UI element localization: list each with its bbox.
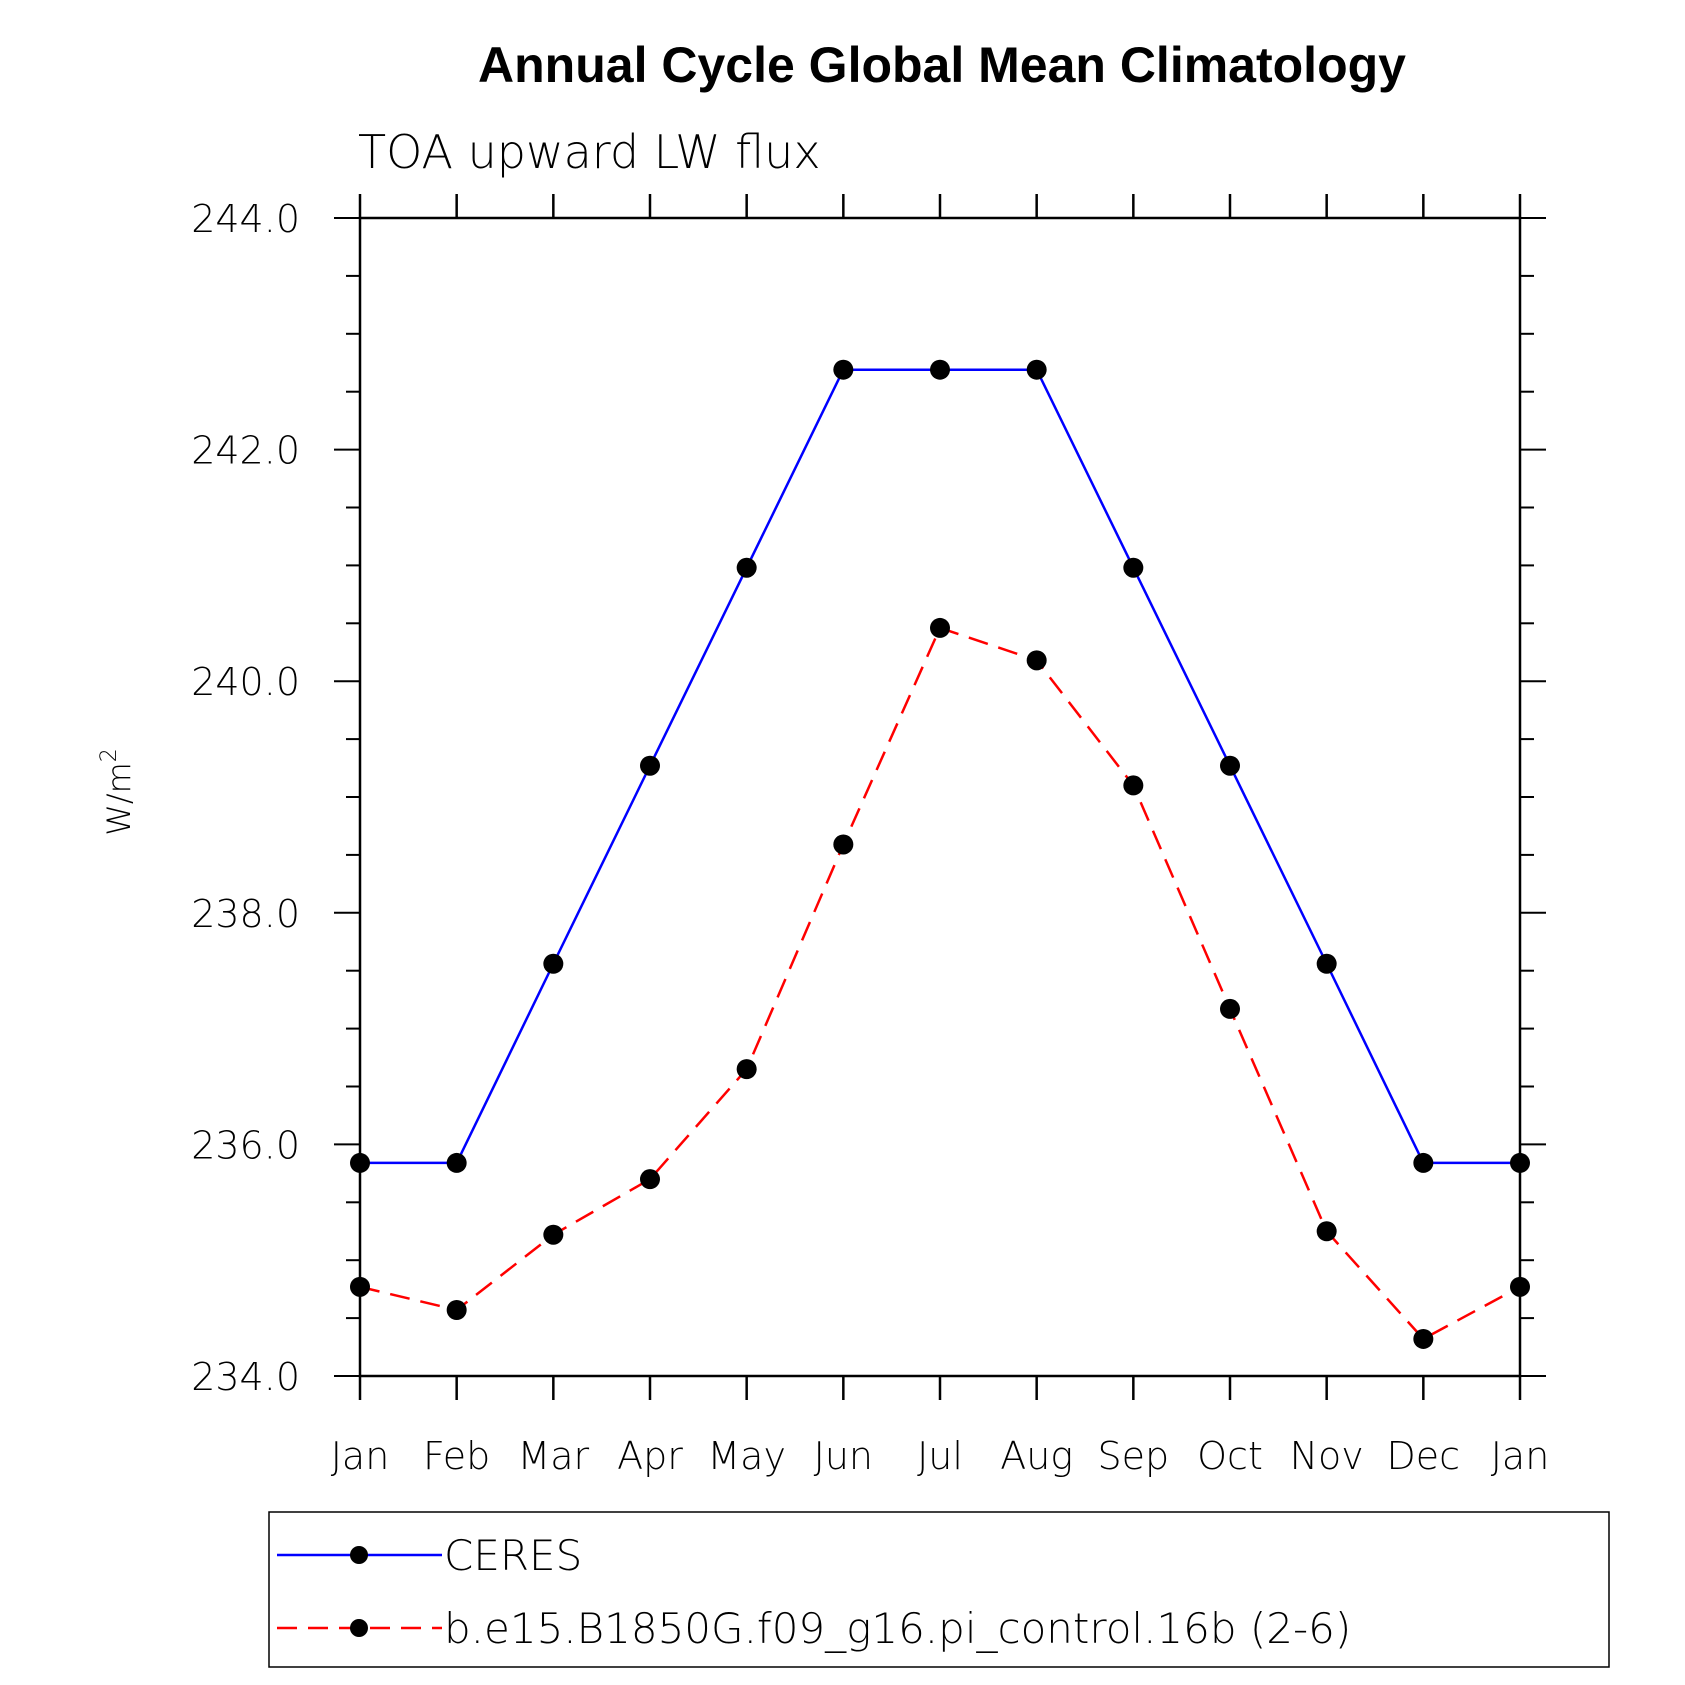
data-point-series-0 [833,359,854,380]
x-tick-label: Apr [617,1434,683,1478]
y-tick-labels: 234.0 236.0 238.0 240.0 242.0 244.0 [191,197,300,1399]
x-tick-label: Sep [1098,1434,1170,1478]
x-tick-label: Jul [917,1434,963,1478]
data-point-series-1 [640,1169,660,1190]
x-tick-label: May [707,1434,786,1478]
plot-frame [358,216,1522,1378]
series-lines [359,368,1521,1341]
data-point-series-0 [736,557,757,578]
y-tick-label: 240.0 [191,660,300,704]
data-point-series-1 [543,1224,564,1245]
series-line-1 [359,626,1521,1341]
legend: CERES b.e15.B1850G.f09_g16.pi_control.16… [268,1511,1610,1668]
y-axis-label: W/m2 [97,748,138,836]
legend-model-label: b.e15.B1850G.f09_g16.pi_control.16b (2-6… [444,1604,1351,1653]
data-point-series-1 [1220,998,1240,1019]
axis-ticks [334,194,1546,1400]
x-tick-label: Dec [1387,1434,1461,1478]
x-tick-label: Aug [1000,1434,1073,1478]
legend-ceres-marker [350,1546,368,1564]
y-tick-label: 242.0 [191,429,300,473]
data-point-series-0 [543,953,564,974]
legend-box [268,1511,1610,1668]
x-tick-label: Jan [331,1434,390,1478]
chart-title: Annual Cycle Global Mean Climatology [478,37,1406,93]
x-tick-label: Jun [814,1434,873,1478]
y-tick-label: 238.0 [191,892,300,936]
x-tick-label: Mar [517,1434,589,1478]
y-axis-label-base: W/m [100,762,138,836]
data-point-series-0 [1220,755,1240,776]
data-point-series-1 [446,1299,467,1320]
data-point-series-0 [446,1152,467,1173]
x-tick-label: Oct [1197,1434,1263,1478]
y-tick-label: 244.0 [191,197,300,241]
series-line-0 [360,368,1520,1165]
data-point-series-1 [1026,650,1047,671]
x-tick-label: Feb [423,1434,490,1478]
x-tick-label: Jan [1491,1434,1550,1478]
data-point-series-1 [1123,775,1144,796]
data-point-series-0 [930,359,950,380]
x-tick-label: Nov [1290,1434,1364,1478]
series-points [350,359,1530,1349]
chart-subtitle: TOA upward LW flux [358,125,821,179]
data-point-series-0 [1026,359,1047,380]
y-axis-label-sup: 2 [97,748,122,762]
x-tick-labels: Jan Feb Mar Apr May Jun Jul Aug Sep Oct Nov Dec Jan [331,1434,1550,1478]
legend-ceres-label: CERES [444,1531,582,1580]
y-tick-label: 236.0 [191,1123,300,1167]
data-point-series-0 [1316,953,1337,974]
data-point-series-1 [736,1059,757,1080]
data-point-series-1 [1413,1328,1434,1349]
data-point-series-0 [1413,1152,1434,1173]
data-point-series-0 [640,755,660,776]
data-point-series-1 [930,617,950,638]
legend-model-marker [350,1619,368,1637]
data-point-series-0 [1123,557,1144,578]
svg-text:W/m2: W/m2 [97,748,138,836]
y-tick-label: 234.0 [191,1355,300,1399]
data-point-series-1 [1316,1221,1337,1242]
data-point-series-1 [833,834,854,855]
